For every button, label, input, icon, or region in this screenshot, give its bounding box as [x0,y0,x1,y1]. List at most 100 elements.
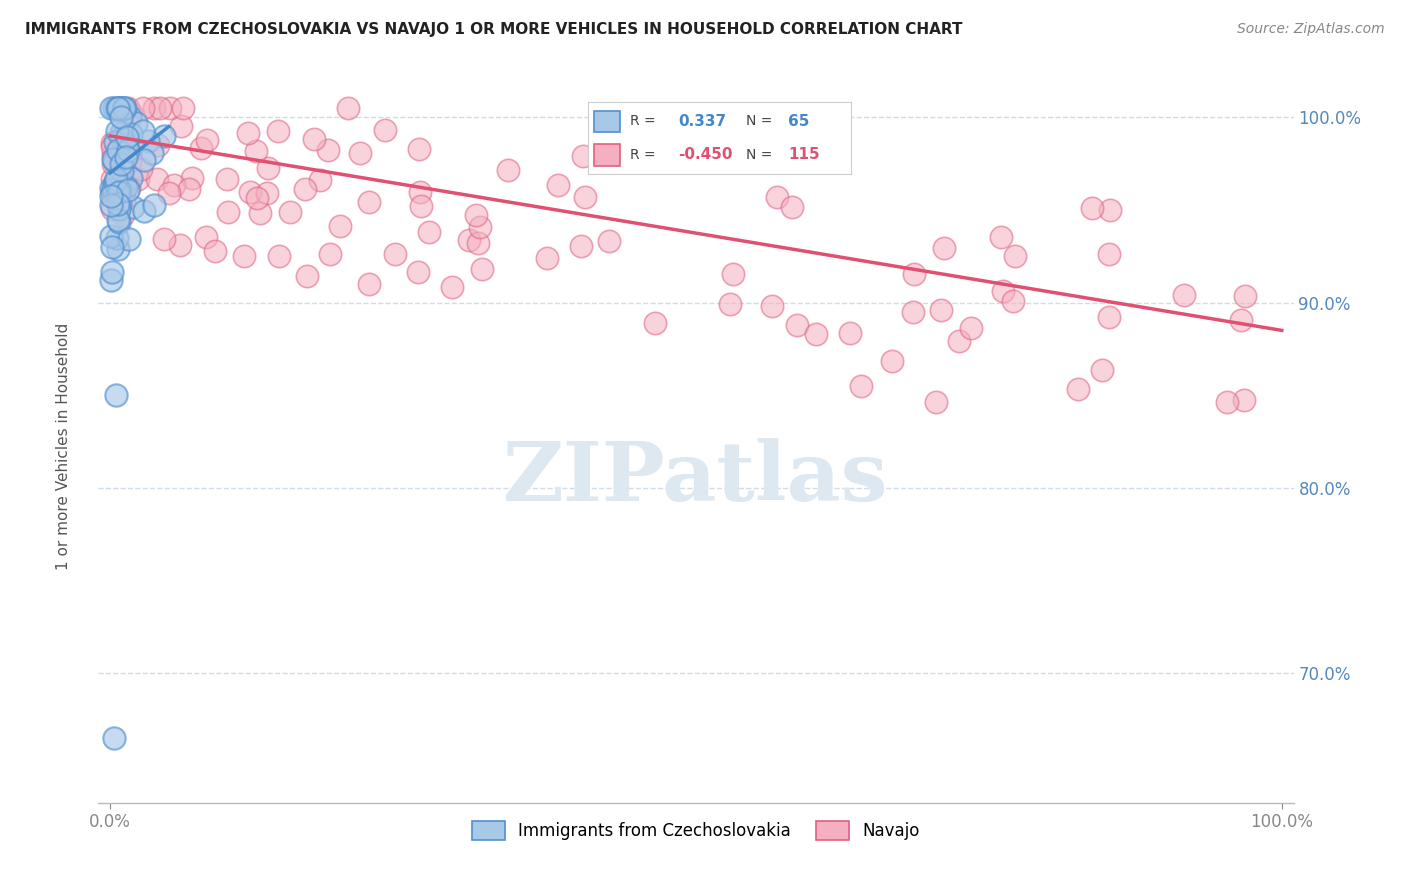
Point [121,140,143,154]
Point [115,150,138,164]
Point [132,101,155,115]
Point [105,101,128,115]
Point [374,123,396,137]
Point [108,101,131,115]
Point [236,126,259,140]
Point [117,101,139,115]
Point [125,116,148,130]
Point [110,127,132,141]
Point [159,101,181,115]
Point [457,233,479,247]
Point [110,103,132,117]
Point [990,230,1012,244]
Point [107,202,129,216]
Point [132,153,155,168]
Point [409,199,432,213]
Point [100,181,122,195]
Point [112,101,135,115]
Point [108,196,131,211]
Point [118,110,141,124]
Point [101,240,124,254]
Point [101,146,124,161]
Point [217,171,239,186]
Point [100,198,122,212]
Point [107,242,129,256]
Point [204,244,226,258]
Point [169,119,191,133]
Point [536,251,558,265]
Point [101,202,124,217]
Point [1098,247,1121,261]
Point [115,180,138,194]
Point [1098,202,1121,217]
Point [145,171,167,186]
Point [408,265,430,279]
Point [112,194,135,208]
Point [103,157,125,171]
Point [1004,249,1026,263]
Point [903,305,925,319]
Point [467,236,489,251]
Point [418,225,440,239]
Point [117,183,139,197]
Point [127,172,149,186]
Point [718,297,741,311]
Text: IMMIGRANTS FROM CZECHOSLOVAKIA VS NAVAJO 1 OR MORE VEHICLES IN HOUSEHOLD CORRELA: IMMIGRANTS FROM CZECHOSLOVAKIA VS NAVAJO… [25,22,963,37]
Point [233,249,256,263]
Point [1234,289,1257,303]
Point [849,379,872,393]
Point [152,129,174,144]
Point [195,230,218,244]
Point [101,171,124,186]
Point [120,106,142,120]
Point [838,326,860,340]
Point [100,273,122,287]
Point [163,178,186,193]
Point [267,124,290,138]
Point [249,206,271,220]
Point [569,238,592,252]
Point [132,124,155,138]
Point [295,268,318,283]
Point [309,172,332,186]
Point [112,101,135,115]
Point [349,145,371,160]
Point [1233,393,1256,408]
Point [107,185,129,199]
Point [115,179,138,194]
Point [1229,312,1251,326]
Point [948,334,970,348]
Point [117,143,139,157]
Text: Source: ZipAtlas.com: Source: ZipAtlas.com [1237,22,1385,37]
Point [103,154,125,169]
Point [721,267,744,281]
Point [180,171,202,186]
Point [103,182,125,196]
Point [471,262,494,277]
Point [132,204,155,219]
Point [104,186,127,201]
Point [256,186,278,200]
Point [107,101,129,115]
Point [111,164,134,178]
Point [766,190,789,204]
Point [110,131,132,145]
Point [111,208,134,222]
Point [359,195,381,210]
Point [115,130,138,145]
Point [117,180,139,194]
Point [172,101,194,115]
Point [408,142,430,156]
Point [302,132,325,146]
Point [141,146,163,161]
Point [100,101,122,115]
Point [903,267,925,281]
Point [319,246,342,260]
Point [217,205,239,219]
Legend: Immigrants from Czechoslovakia, Navajo: Immigrants from Czechoslovakia, Navajo [464,813,928,848]
Point [598,234,620,248]
Point [924,394,946,409]
Point [114,139,136,153]
Point [107,213,129,227]
Point [267,248,290,262]
